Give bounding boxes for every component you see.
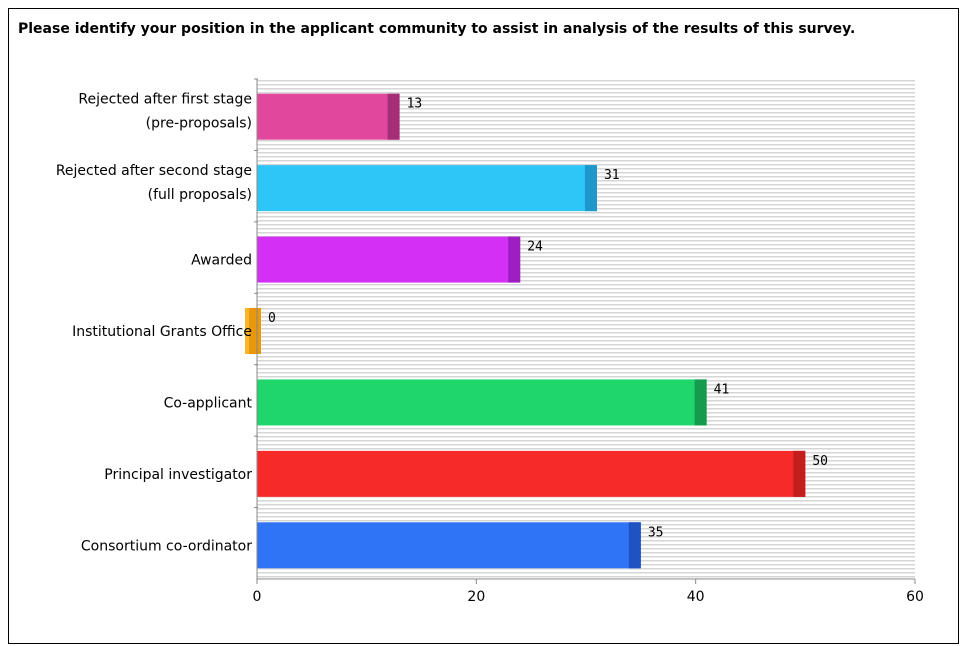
- bar: [257, 93, 400, 140]
- category-label: Co-applicant: [164, 395, 253, 411]
- category-label: Awarded: [191, 253, 252, 269]
- bar-end-cap: [793, 450, 806, 497]
- bar: [257, 522, 641, 569]
- bar-end-cap: [694, 379, 707, 426]
- bar-end-cap: [249, 308, 261, 354]
- bar-end-cap: [628, 522, 641, 569]
- category-label: Consortium co-ordinator: [81, 538, 252, 554]
- bar-group: [257, 450, 806, 497]
- data-label: 13: [407, 97, 423, 112]
- data-label: 41: [714, 382, 730, 397]
- bar-group: [257, 165, 597, 212]
- data-label: 24: [527, 240, 543, 255]
- bar-end-cap: [508, 236, 521, 283]
- category-label: Institutional Grants Office: [72, 324, 252, 340]
- x-tick-label: 0: [253, 589, 262, 605]
- category-label: (pre-proposals): [146, 116, 252, 132]
- data-label: 0: [268, 311, 276, 326]
- category-label: Rejected after first stage: [78, 92, 252, 108]
- bar-end-cap: [387, 93, 400, 140]
- chart-title: Please identify your position in the app…: [18, 21, 856, 37]
- x-tick-label: 60: [906, 589, 924, 605]
- bar: [257, 450, 806, 497]
- data-label: 50: [812, 454, 828, 469]
- bar-end-cap: [584, 165, 597, 212]
- data-label: 35: [648, 525, 664, 540]
- category-label: (full proposals): [148, 187, 252, 203]
- x-tick-label: 20: [467, 589, 485, 605]
- plot-background: [257, 79, 915, 579]
- category-label: Principal investigator: [104, 467, 252, 483]
- data-label: 31: [604, 168, 620, 183]
- bar-group: [257, 379, 707, 426]
- bar-group: [257, 93, 400, 140]
- bar: [257, 165, 597, 212]
- bar: [257, 236, 521, 283]
- x-tick-label: 40: [687, 589, 705, 605]
- bar: [257, 379, 707, 426]
- category-label: Rejected after second stage: [56, 163, 252, 179]
- bar-group: [257, 522, 641, 569]
- bar-group: [257, 236, 521, 283]
